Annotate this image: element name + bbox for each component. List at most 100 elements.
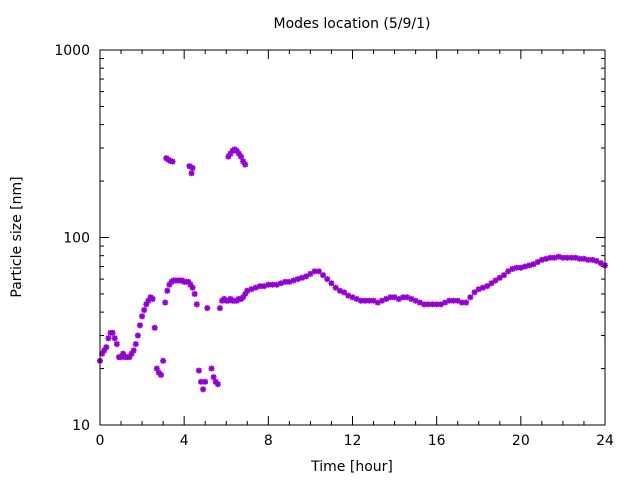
y-axis-label: Particle size [nm]	[9, 176, 25, 297]
data-point	[164, 287, 171, 294]
x-tick-label: 16	[428, 433, 446, 449]
data-point	[158, 371, 165, 378]
data-point	[261, 283, 268, 290]
data-point	[273, 281, 280, 288]
data-point	[341, 289, 348, 296]
data-point	[458, 299, 465, 306]
data-point	[151, 324, 158, 331]
data-point	[576, 255, 583, 262]
data-point	[126, 354, 133, 361]
data-point	[248, 286, 255, 293]
data-point	[299, 274, 305, 281]
data-point	[551, 254, 558, 261]
data-point	[580, 255, 587, 262]
x-tick-label: 8	[264, 433, 273, 449]
data-point	[130, 347, 137, 354]
data-point	[446, 297, 453, 304]
data-point	[501, 272, 507, 279]
data-point	[496, 274, 503, 281]
data-point	[366, 297, 373, 304]
data-point	[328, 280, 335, 287]
data-point	[134, 332, 141, 339]
data-point	[387, 294, 394, 301]
data-point	[120, 350, 127, 357]
data-point	[522, 263, 529, 270]
data-point	[185, 278, 192, 285]
y-tick-label: 1000	[54, 43, 90, 59]
data-point	[349, 294, 356, 301]
data-point	[240, 158, 247, 165]
data-point	[425, 301, 432, 308]
data-point	[488, 280, 495, 287]
data-point	[128, 350, 135, 357]
data-point	[538, 256, 545, 263]
data-point	[450, 297, 457, 304]
data-point	[568, 254, 575, 261]
data-point	[269, 281, 276, 288]
data-point	[103, 344, 110, 351]
data-point	[442, 299, 449, 306]
data-point	[362, 297, 369, 304]
data-point	[311, 268, 318, 275]
data-point	[332, 284, 339, 291]
data-point	[475, 286, 482, 293]
data-point	[136, 322, 143, 329]
data-point	[307, 270, 314, 277]
data-point	[543, 255, 550, 262]
data-point	[101, 347, 108, 354]
data-point	[530, 261, 537, 268]
data-point	[188, 170, 195, 177]
data-point	[193, 301, 200, 308]
data-point	[517, 264, 524, 271]
data-point	[572, 254, 579, 261]
data-point	[212, 378, 219, 385]
data-point	[357, 297, 364, 304]
data-point	[324, 276, 331, 283]
data-point	[345, 292, 352, 299]
data-point	[404, 294, 411, 301]
data-point	[320, 272, 327, 279]
data-point	[132, 341, 139, 348]
data-point	[479, 284, 486, 291]
data-point	[589, 256, 596, 263]
data-point	[252, 284, 259, 291]
data-point	[395, 295, 402, 302]
data-point	[166, 281, 173, 288]
data-point	[509, 265, 516, 272]
data-point	[353, 295, 360, 302]
data-point	[534, 259, 541, 266]
data-point	[227, 150, 234, 157]
data-point	[204, 305, 211, 312]
data-point	[421, 301, 428, 308]
data-point	[585, 256, 592, 263]
data-point	[315, 268, 322, 275]
plot-frame	[99, 49, 606, 426]
x-tick-label: 20	[512, 433, 530, 449]
data-point	[256, 283, 263, 290]
data-point	[111, 335, 118, 342]
data-point	[145, 297, 152, 304]
data-point	[113, 341, 120, 348]
chart-title: Modes location (5/9/1)	[274, 16, 431, 32]
data-point	[597, 260, 604, 267]
data-point	[408, 295, 415, 302]
data-point	[216, 305, 223, 312]
data-point	[214, 381, 221, 388]
data-point	[303, 273, 310, 280]
x-tick-label: 12	[344, 433, 362, 449]
data-point	[513, 264, 520, 271]
data-point	[564, 254, 571, 261]
data-point	[374, 299, 381, 306]
data-point	[277, 280, 284, 287]
data-point	[233, 147, 240, 154]
data-point	[526, 262, 533, 269]
data-point	[118, 354, 125, 361]
data-point	[282, 278, 289, 285]
data-point	[169, 158, 176, 165]
data-point	[467, 294, 474, 301]
data-point	[471, 289, 478, 296]
data-point	[186, 163, 193, 170]
data-point	[202, 378, 209, 385]
data-point	[198, 378, 204, 385]
